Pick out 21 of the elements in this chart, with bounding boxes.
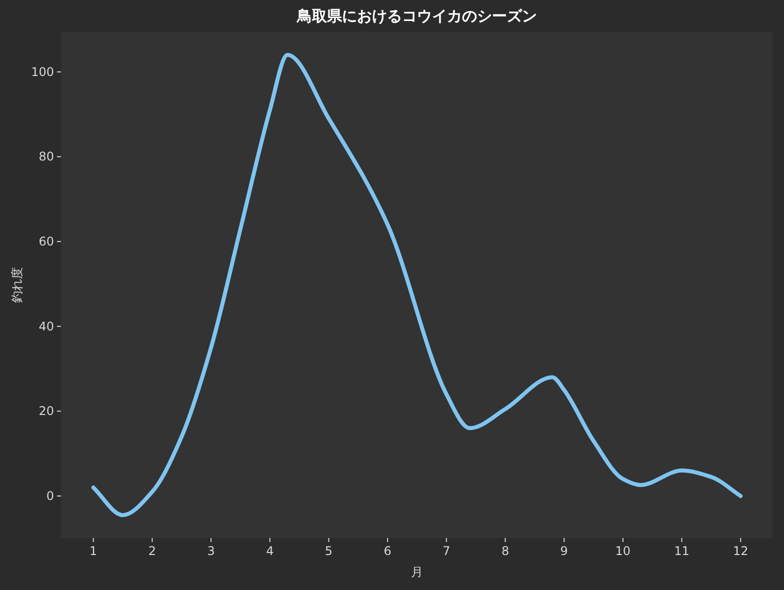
y-tick-label: 0 bbox=[46, 489, 54, 504]
x-tick-label: 11 bbox=[674, 544, 690, 558]
y-tick-label: 80 bbox=[38, 150, 54, 164]
x-tick-label: 5 bbox=[324, 544, 333, 558]
y-tick-label: 60 bbox=[38, 234, 54, 249]
x-tick-label: 6 bbox=[384, 544, 392, 558]
x-tick-label: 2 bbox=[148, 544, 156, 558]
x-tick-label: 10 bbox=[615, 544, 631, 558]
x-tick-label: 1 bbox=[90, 544, 98, 558]
x-tick-label: 3 bbox=[207, 544, 215, 558]
x-tick-label: 4 bbox=[266, 544, 274, 558]
x-tick-label: 7 bbox=[442, 544, 450, 558]
y-tick-label: 40 bbox=[38, 319, 54, 334]
y-tick-label: 20 bbox=[38, 404, 54, 418]
x-tick-label: 8 bbox=[501, 544, 510, 558]
chart-title: 鳥取県におけるコウイカのシーズン bbox=[296, 7, 537, 25]
x-axis-title: 月 bbox=[411, 565, 423, 579]
y-tick-label: 100 bbox=[31, 64, 54, 79]
y-axis-title: 釣れ度 bbox=[10, 267, 24, 303]
x-tick-label: 9 bbox=[560, 544, 568, 558]
x-tick-label: 12 bbox=[732, 544, 748, 558]
